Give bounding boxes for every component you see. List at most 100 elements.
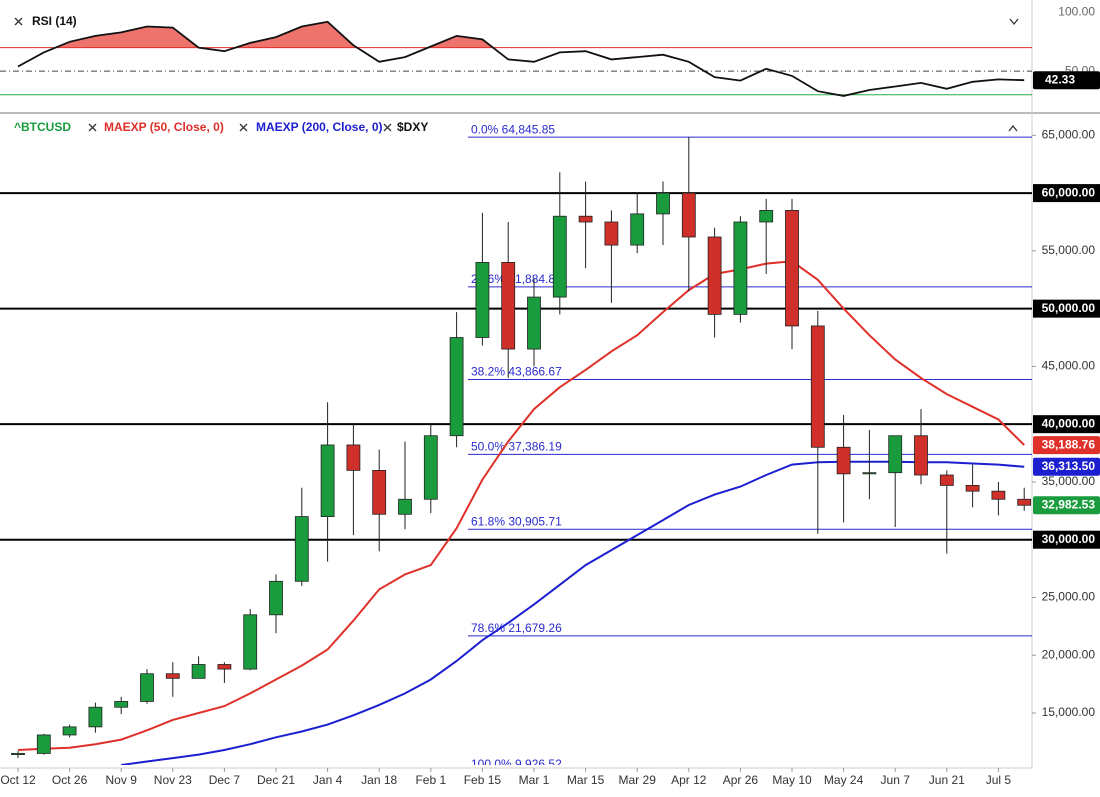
candle-body bbox=[733, 221, 748, 315]
fib-label: 100.0% 9,926.52 bbox=[471, 757, 562, 771]
x-tick-label: Apr 26 bbox=[723, 773, 759, 787]
collapse-icon[interactable] bbox=[1009, 18, 1019, 26]
rsi-pane bbox=[0, 20, 1032, 97]
candle-body bbox=[294, 516, 309, 582]
price-tag: 30,000.00 bbox=[1042, 532, 1096, 546]
fib-label: 61.8% 30,905.71 bbox=[471, 514, 562, 528]
x-tick-label: Mar 15 bbox=[567, 773, 605, 787]
price-tag: 60,000.00 bbox=[1042, 185, 1096, 199]
candle-body bbox=[11, 753, 25, 756]
candle-body bbox=[810, 325, 825, 448]
x-tick-label: Jun 21 bbox=[929, 773, 965, 787]
x-tick-label: Jul 5 bbox=[986, 773, 1012, 787]
x-tick-label: Oct 26 bbox=[52, 773, 88, 787]
candle-body bbox=[88, 706, 103, 728]
price-tag-bg bbox=[1033, 415, 1100, 434]
ma-line bbox=[17, 260, 1025, 751]
rsi-value-tag: 42.33 bbox=[1045, 72, 1075, 86]
candle-body bbox=[991, 490, 1006, 500]
candle-body bbox=[475, 262, 490, 338]
axes: 15,000.00 20,000.00 25,000.00 35,000.00 45,0… bbox=[0, 5, 1100, 787]
candle-body bbox=[372, 469, 387, 515]
candle-body bbox=[888, 435, 903, 474]
legend-ma200: MAEXP (200, Close, 0) bbox=[256, 120, 383, 134]
candle-body bbox=[501, 262, 516, 350]
candle-body bbox=[346, 444, 361, 471]
candle-body bbox=[36, 734, 51, 754]
candle-body bbox=[449, 337, 464, 437]
y-tick-label: 65,000.00 bbox=[1042, 128, 1096, 142]
ma-line bbox=[121, 460, 1025, 765]
ma-value-tag: 36,313.50 bbox=[1042, 459, 1096, 473]
x-tick-label: Dec 7 bbox=[209, 773, 241, 787]
candle-body bbox=[707, 236, 722, 315]
candle-body bbox=[965, 485, 980, 492]
ma-value-tag-bg bbox=[1033, 457, 1100, 476]
rsi-tick-label: 100.00 bbox=[1058, 5, 1095, 19]
legend-btc: ^BTCUSD bbox=[14, 120, 71, 134]
x-tick-label: Mar 29 bbox=[619, 773, 657, 787]
collapse-icon[interactable] bbox=[1008, 124, 1018, 132]
x-tick-label: Jan 4 bbox=[313, 773, 343, 787]
candle-body bbox=[656, 192, 670, 215]
x-tick-label: Dec 21 bbox=[257, 773, 295, 787]
legend-close-icon[interactable] bbox=[88, 123, 97, 132]
candle-body bbox=[578, 215, 593, 223]
candle-body bbox=[217, 664, 232, 670]
candle-body bbox=[759, 210, 774, 223]
rsi-line bbox=[17, 20, 1025, 97]
candle-body bbox=[423, 435, 438, 500]
legend-close-icon[interactable] bbox=[239, 123, 248, 132]
candle-body bbox=[191, 664, 206, 679]
candle-body bbox=[243, 614, 258, 670]
x-tick-label: Nov 23 bbox=[154, 773, 192, 787]
x-tick-label: Jun 7 bbox=[881, 773, 911, 787]
candle-body bbox=[62, 726, 77, 736]
x-tick-label: Feb 15 bbox=[464, 773, 502, 787]
y-tick-label: 20,000.00 bbox=[1042, 647, 1096, 661]
x-tick-label: Apr 12 bbox=[671, 773, 707, 787]
price-tag-bg bbox=[1033, 530, 1100, 549]
candle-body bbox=[785, 210, 799, 327]
candle-body bbox=[862, 472, 877, 475]
fib-label: 23.6% 51,884.89 bbox=[471, 272, 562, 286]
candle-body bbox=[165, 673, 180, 679]
x-tick-label: May 24 bbox=[824, 773, 864, 787]
candle-body bbox=[681, 192, 696, 238]
rsi-value-tag-bg bbox=[1033, 71, 1100, 90]
candle-body bbox=[398, 498, 412, 515]
candle-body bbox=[914, 435, 928, 476]
candle-body bbox=[552, 215, 567, 298]
x-tick-label: May 10 bbox=[772, 773, 812, 787]
fib-label: 50.0% 37,386.19 bbox=[471, 440, 562, 454]
candle-body bbox=[527, 296, 541, 350]
candle-body bbox=[140, 673, 154, 702]
y-tick-label: 15,000.00 bbox=[1042, 705, 1096, 719]
legend-ma50: MAEXP (50, Close, 0) bbox=[104, 120, 224, 134]
price-tag: 40,000.00 bbox=[1042, 416, 1096, 430]
price-tag: 50,000.00 bbox=[1042, 301, 1096, 315]
price-pane: 0.0% 64,845.85 23.6% 51,884.89 38.2% 43,86… bbox=[0, 122, 1032, 771]
rsi-close-icon[interactable] bbox=[14, 17, 23, 26]
rsi-overbought-fill bbox=[55, 21, 494, 48]
price-tag-bg bbox=[1033, 299, 1100, 318]
rsi-title: RSI (14) bbox=[32, 14, 77, 28]
legend-close-icon[interactable] bbox=[383, 123, 392, 132]
x-tick-label: Feb 1 bbox=[415, 773, 446, 787]
candle-body bbox=[604, 221, 619, 246]
x-tick-label: Mar 1 bbox=[519, 773, 550, 787]
x-tick-label: Oct 12 bbox=[0, 773, 36, 787]
candle-body bbox=[320, 444, 335, 517]
legend-dxy: $DXY bbox=[397, 120, 428, 134]
fib-label: 78.6% 21,679.26 bbox=[471, 621, 562, 635]
y-tick-label: 55,000.00 bbox=[1042, 243, 1096, 257]
price-value-tag-bg bbox=[1033, 496, 1100, 515]
x-tick-label: Jan 18 bbox=[361, 773, 397, 787]
y-tick-label: 25,000.00 bbox=[1042, 590, 1096, 604]
candle-body bbox=[836, 446, 851, 475]
candle-body bbox=[269, 580, 283, 616]
candle-body bbox=[1017, 498, 1032, 506]
price-tag-bg bbox=[1033, 184, 1100, 203]
